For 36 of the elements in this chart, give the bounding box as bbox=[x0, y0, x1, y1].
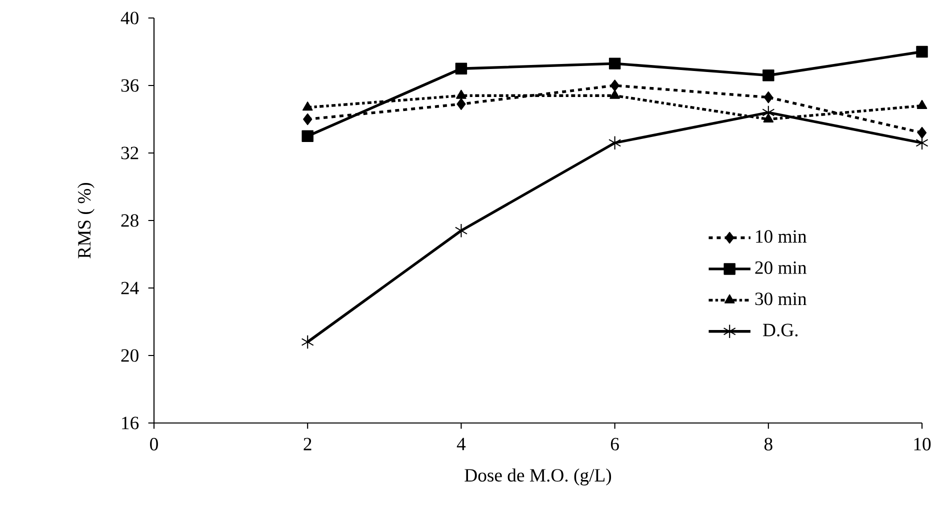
point bbox=[916, 46, 928, 58]
point bbox=[608, 136, 622, 150]
y-tick-label: 16 bbox=[122, 416, 139, 430]
point bbox=[608, 58, 621, 70]
point bbox=[301, 334, 314, 350]
y-tick-label: 28 bbox=[121, 214, 138, 227]
point bbox=[610, 90, 620, 99]
point bbox=[610, 80, 620, 92]
x-tick-label: 10 bbox=[914, 438, 931, 450]
legend-label: D.G. bbox=[763, 324, 798, 336]
point bbox=[454, 223, 468, 238]
point bbox=[916, 100, 928, 109]
legend-label: 30 min bbox=[755, 292, 807, 306]
y-tick-label: 36 bbox=[121, 79, 139, 92]
point bbox=[302, 130, 314, 142]
point bbox=[762, 70, 774, 82]
x-tick-label: 4 bbox=[456, 438, 466, 450]
x-tick-label: 6 bbox=[610, 438, 619, 450]
point bbox=[764, 91, 773, 104]
point bbox=[303, 113, 312, 126]
point bbox=[302, 102, 313, 111]
legend-label: 20 min bbox=[755, 261, 807, 274]
y-tick-label: 24 bbox=[121, 282, 139, 294]
x-axis-title: Dose de M.O. (g/L) bbox=[464, 468, 612, 486]
y-tick-label: 20 bbox=[121, 349, 138, 362]
y-tick-label: 32 bbox=[121, 146, 138, 160]
x-tick-label: 8 bbox=[764, 438, 772, 450]
legend-label: 10 min bbox=[756, 230, 807, 243]
point bbox=[456, 98, 466, 110]
x-tick-label: 2 bbox=[304, 438, 312, 450]
y-axis-title: RMS ( %) bbox=[78, 182, 94, 258]
point bbox=[456, 90, 466, 99]
y-tick-label: 40 bbox=[120, 12, 138, 24]
point bbox=[455, 62, 468, 74]
point bbox=[917, 126, 927, 139]
x-tick-label: 0 bbox=[150, 438, 158, 450]
